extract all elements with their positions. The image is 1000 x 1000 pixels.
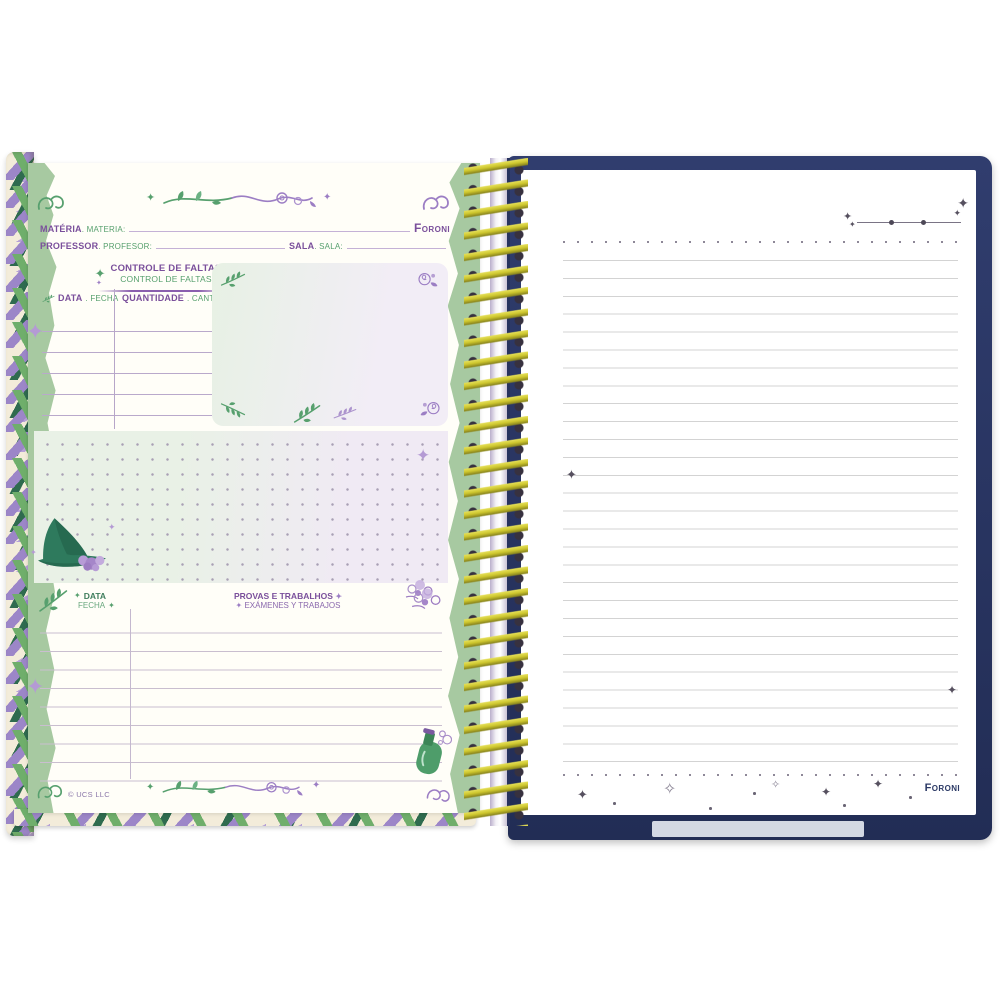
sala-label-es: . SALA:: [314, 242, 343, 251]
faltas-col-qty-pt: QUANTIDADE: [122, 293, 184, 303]
sparkle-outline-icon: ✧: [663, 781, 677, 798]
provas-title: PROVAS E TRABALHOS ✦ ✦ EXÁMENES Y TRABAJ…: [178, 591, 398, 610]
sparkle-icon: ✦: [821, 785, 832, 799]
faltas-col-qty: QUANTIDADE . CANTIDAD: [122, 293, 250, 303]
faltas-title-underline: [98, 290, 232, 292]
dot-decoration: [843, 804, 846, 807]
sparkle-icon: ✦: [566, 467, 577, 482]
sparkle-icon: ✦: [843, 211, 853, 223]
provas-table-rows: [40, 615, 442, 783]
leaf-icon: [220, 402, 246, 418]
faltas-col-date-es: . FECHA: [85, 293, 119, 303]
sparkle-icon: ✦: [108, 522, 116, 532]
dotted-line-bottom: [563, 774, 958, 776]
constellation-dot: [889, 220, 894, 225]
faltas-table-rows: [42, 311, 212, 433]
faltas-col-date-pt: DATA: [58, 293, 83, 303]
sparkle-icon: ✦: [312, 780, 321, 791]
provas-title-es: EXÁMENES Y TRABAJOS: [244, 601, 341, 610]
flower-cluster-illustration: [411, 587, 441, 610]
sparkle-icon: ✦: [30, 548, 37, 557]
sparkle-outline-icon: ✧: [771, 779, 781, 791]
left-page: ✦ ✦ ✦ ✦ MATÉRIA . MATERIA: Foroni PROFES…: [26, 163, 480, 813]
sparkle-icon: ✦: [947, 683, 958, 697]
faltas-table-divider: [114, 289, 115, 429]
dot-decoration: [613, 802, 616, 805]
sparkle-icon: ✦: [74, 591, 81, 600]
sparkle-icon: ✦: [957, 195, 969, 211]
provas-date-pt: DATA: [83, 591, 107, 601]
sparkle-icon: ✦: [849, 220, 856, 229]
faltas-title-pt: CONTROLE DE FALTAS: [110, 263, 222, 274]
foroni-logo-left: Foroni: [414, 221, 450, 235]
leaf-branch-icon: [333, 404, 357, 422]
sparkle-icon: ✦: [108, 600, 115, 610]
ruled-lines: [563, 260, 958, 763]
professor-label-pt: PROFESSOR: [40, 241, 99, 251]
rose-icon: [420, 402, 440, 416]
dot-decoration: [909, 796, 912, 799]
vine-flourish-icon: [163, 190, 317, 208]
professor-sala-row: PROFESSOR . PROFESOR: SALA . SALA:: [40, 239, 450, 251]
spiral-binding: [464, 158, 528, 826]
leaf-branch-icon: [291, 401, 323, 425]
sala-label-pt: SALA: [288, 241, 315, 251]
provas-table-divider: [130, 609, 131, 779]
swirl-icon: [37, 784, 63, 799]
sala-blank-line: [346, 239, 446, 249]
faltas-col-qty-es: . CANTIDAD: [187, 293, 235, 303]
materia-label-pt: MATÉRIA: [40, 224, 82, 234]
witch-hat-illustration: [38, 518, 106, 572]
sparkle-icon: ✦: [323, 192, 332, 203]
sparkle-icon: ✦: [146, 192, 156, 204]
constellation-line: [857, 222, 961, 223]
foroni-logo-right: Foroni: [924, 782, 960, 794]
gradient-note-box: [212, 263, 448, 426]
professor-blank-line: [156, 239, 285, 249]
professor-label-es: . PROFESOR:: [98, 242, 153, 251]
provas-title-pt: PROVAS E TRABALHOS: [233, 591, 333, 601]
constellation-dot: [921, 220, 926, 225]
potion-bottle-illustration: [413, 726, 452, 778]
constellation-decoration: ✦ ✦ ✦ ✦: [843, 196, 969, 234]
sparkle-icon: ✦: [577, 787, 588, 802]
copyright: © UCS LLC: [68, 790, 110, 799]
swirl-icon: [422, 195, 449, 210]
dot-decoration: [753, 792, 756, 795]
swirl-icon: [37, 195, 64, 210]
sparkle-icon: ✦: [953, 208, 961, 218]
dotted-line-top: [563, 241, 958, 243]
silver-strip: [652, 821, 864, 837]
materia-blank-line: [129, 222, 411, 232]
leaf-icon: [42, 293, 55, 303]
sparkle-diamond-icon: ✦: [26, 674, 45, 699]
front-cover-bottom-edge: [14, 809, 476, 826]
sparkle-icon: ✦: [146, 782, 155, 793]
leaf-icon: [220, 271, 246, 287]
provas-col-date: ✦ DATA FECHA ✦: [74, 591, 115, 610]
swirl-icon: [426, 786, 452, 804]
materia-label-es: . MATERIA:: [81, 225, 126, 234]
provas-date-es: FECHA: [78, 601, 106, 610]
dot-decoration: [709, 807, 712, 810]
materia-field: MATÉRIA . MATERIA: Foroni: [40, 221, 450, 235]
rose-icon: [418, 273, 438, 287]
sparkle-diamond-icon: ✦: [26, 319, 45, 344]
right-page: ✦ ✦ ✦ ✦ ✦ ✦ ✦ ✧ ✧ ✦ ✦ Foroni: [521, 170, 976, 815]
sparkle-icon: ✦: [335, 592, 343, 601]
sparkle-icon: ✦: [94, 266, 106, 281]
sparkle-icon: ✦: [96, 280, 102, 287]
spiral-coils: [464, 158, 528, 826]
sparkle-diamond-icon: ✦: [416, 446, 431, 465]
sparkle-icon: ✦: [235, 601, 243, 610]
faltas-title-es: CONTROL DE FALTAS: [120, 274, 212, 284]
sparkle-icon: ✦: [873, 777, 884, 791]
vine-flourish-icon: [162, 780, 304, 797]
faltas-col-date: DATA . FECHA: [42, 293, 118, 303]
